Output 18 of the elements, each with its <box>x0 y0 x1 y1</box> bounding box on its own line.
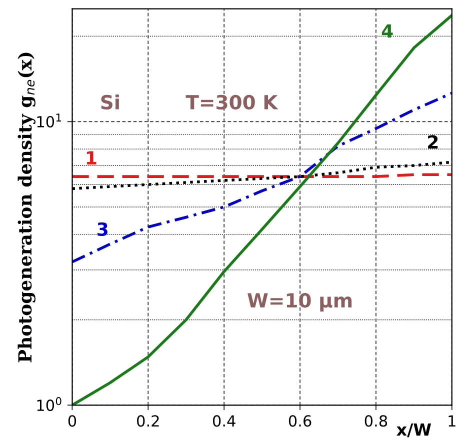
line-series <box>72 92 452 264</box>
series-label: 4 <box>382 24 393 38</box>
series-label: 2 <box>428 135 438 149</box>
series-label: 1 <box>86 151 96 164</box>
annotation: W=10 μm <box>248 293 352 312</box>
x-tick-label: 1 <box>448 415 456 426</box>
y-tick-label: 10$^{0}$ <box>37 397 62 412</box>
x-tick-label: 0 <box>68 415 76 427</box>
x-tick-label: 0.6 <box>288 415 312 427</box>
annotation: T=300 K <box>186 94 278 110</box>
annotation: Si <box>101 94 119 110</box>
series-label: 3 <box>98 222 108 236</box>
x-tick-label: 0.4 <box>212 415 236 427</box>
y-axis-title: Photogeneration density g$_{ne}$(x) <box>18 52 36 362</box>
y-tick-label: 10$^{1}$ <box>37 114 62 128</box>
x-tick-label: 0.2 <box>137 415 159 427</box>
x-tick-label: 0.8 <box>364 415 388 427</box>
x-axis-title: x/W <box>396 424 432 438</box>
